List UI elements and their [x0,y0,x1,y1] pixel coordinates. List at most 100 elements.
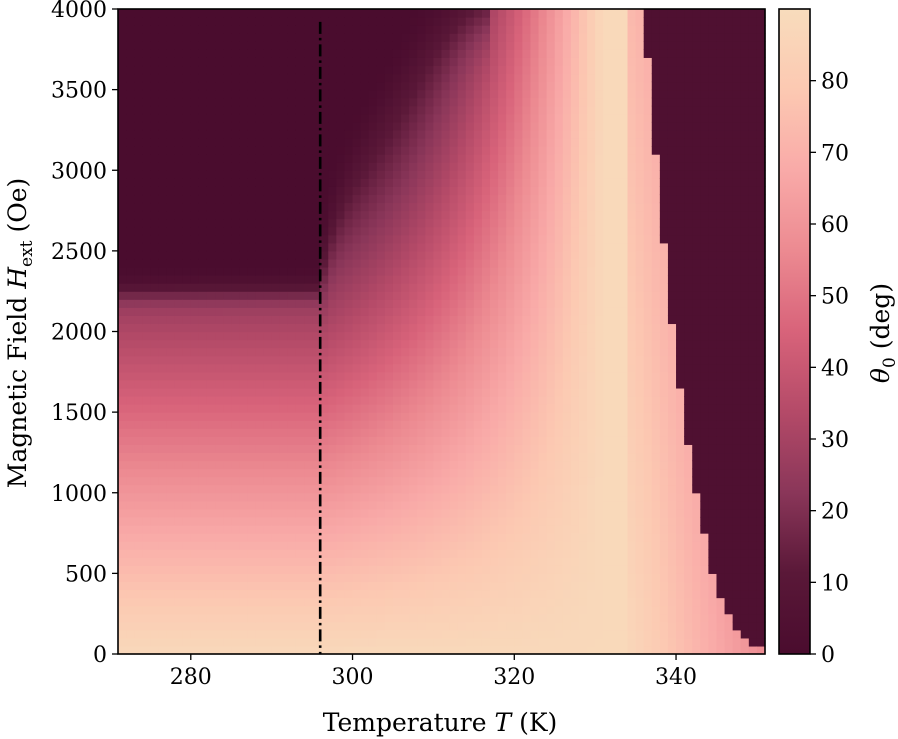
heatmap-cell [206,581,216,591]
heatmap-cell [150,73,160,83]
heatmap-cell [271,516,281,526]
heatmap-cell [417,186,426,196]
heatmap-cell [158,468,168,478]
heatmap-cell [247,49,257,58]
heatmap-cell [239,25,248,34]
heatmap-cell [231,129,240,139]
heatmap-cell [360,315,370,325]
heatmap-cell [417,629,426,639]
heatmap-cell [490,218,499,228]
heatmap-cell [578,508,588,518]
heatmap-cell [376,9,386,18]
heatmap-cell [287,218,297,228]
heatmap-cell [263,476,273,486]
heatmap-cell [304,597,313,607]
heatmap-cell [255,65,265,75]
heatmap-cell [336,57,346,67]
heatmap-cell [376,178,386,187]
heatmap-cell [344,275,354,284]
heatmap-cell [320,242,329,252]
heatmap-cell [304,396,313,405]
heatmap-cell [441,129,451,139]
heatmap-cell [490,291,499,300]
heatmap-cell [465,267,475,276]
heatmap-cell [376,33,386,42]
heatmap-cell [425,49,435,58]
heatmap-cell [336,516,346,526]
heatmap-cell [182,242,192,252]
heatmap-cell [409,81,418,91]
heatmap-cell [384,500,394,510]
heatmap-cell [473,452,483,462]
heatmap-cell [328,146,337,155]
heatmap-cell [522,89,532,99]
heatmap-cell [328,412,337,421]
heatmap-cell [344,25,354,34]
heatmap-cell [239,452,248,462]
heatmap-cell [481,339,491,349]
heatmap-cell [433,33,443,42]
heatmap-cell [190,637,200,647]
heatmap-cell [126,508,135,518]
heatmap-cell [392,307,402,316]
heatmap-cell [425,339,435,349]
heatmap-cell [206,275,216,284]
heatmap-cell [247,581,257,591]
heatmap-cell [134,194,143,204]
heatmap-cell [570,476,580,486]
heatmap-cell [118,250,127,260]
heatmap-cell [376,258,386,268]
heatmap-cell [158,307,168,316]
heatmap-cell [206,323,216,333]
heatmap-cell [215,323,224,333]
heatmap-cell [376,113,386,123]
heatmap-cell [506,629,515,639]
heatmap-cell [603,420,612,429]
heatmap-cell [401,444,410,454]
heatmap-cell [603,170,612,179]
heatmap-cell [255,396,265,405]
heatmap-cell [255,291,265,300]
heatmap-cell [328,275,337,284]
heatmap-cell [174,396,184,405]
heatmap-cell [344,412,354,421]
heatmap-cell [279,331,289,341]
heatmap-cell [198,541,208,550]
heatmap-cell [417,73,426,83]
heatmap-cell [465,460,475,470]
heatmap-cell [481,347,491,357]
heatmap-cell [255,516,265,526]
heatmap-cell [425,170,435,179]
heatmap-cell [271,299,281,308]
heatmap-cell [465,105,475,115]
heatmap-cell [336,420,346,429]
heatmap-cell [481,444,491,454]
heatmap-cell [465,444,475,454]
heatmap-cell [546,541,556,550]
heatmap-cell [239,105,248,115]
heatmap-cell [198,331,208,341]
heatmap-cell [530,557,540,566]
heatmap-cell [150,597,160,607]
heatmap-cell [182,138,192,147]
heatmap-cell [473,613,483,623]
heatmap-cell [223,484,232,494]
heatmap-cell [433,533,443,542]
heatmap-cell [587,404,596,413]
heatmap-cell [546,339,556,349]
heatmap-cell [465,162,475,171]
heatmap-cell [417,323,426,333]
heatmap-cell [134,323,143,333]
heatmap-cell [263,525,273,534]
heatmap-cell [441,89,451,99]
heatmap-cell [126,629,135,639]
heatmap-cell [587,291,596,300]
heatmap-cell [263,105,273,115]
heatmap-cell [587,412,596,421]
heatmap-cell [271,565,281,574]
heatmap-cell [570,557,580,566]
heatmap-cell [134,267,143,276]
heatmap-cell [409,605,418,615]
heatmap-cell [538,589,548,599]
heatmap-cell [578,460,588,470]
